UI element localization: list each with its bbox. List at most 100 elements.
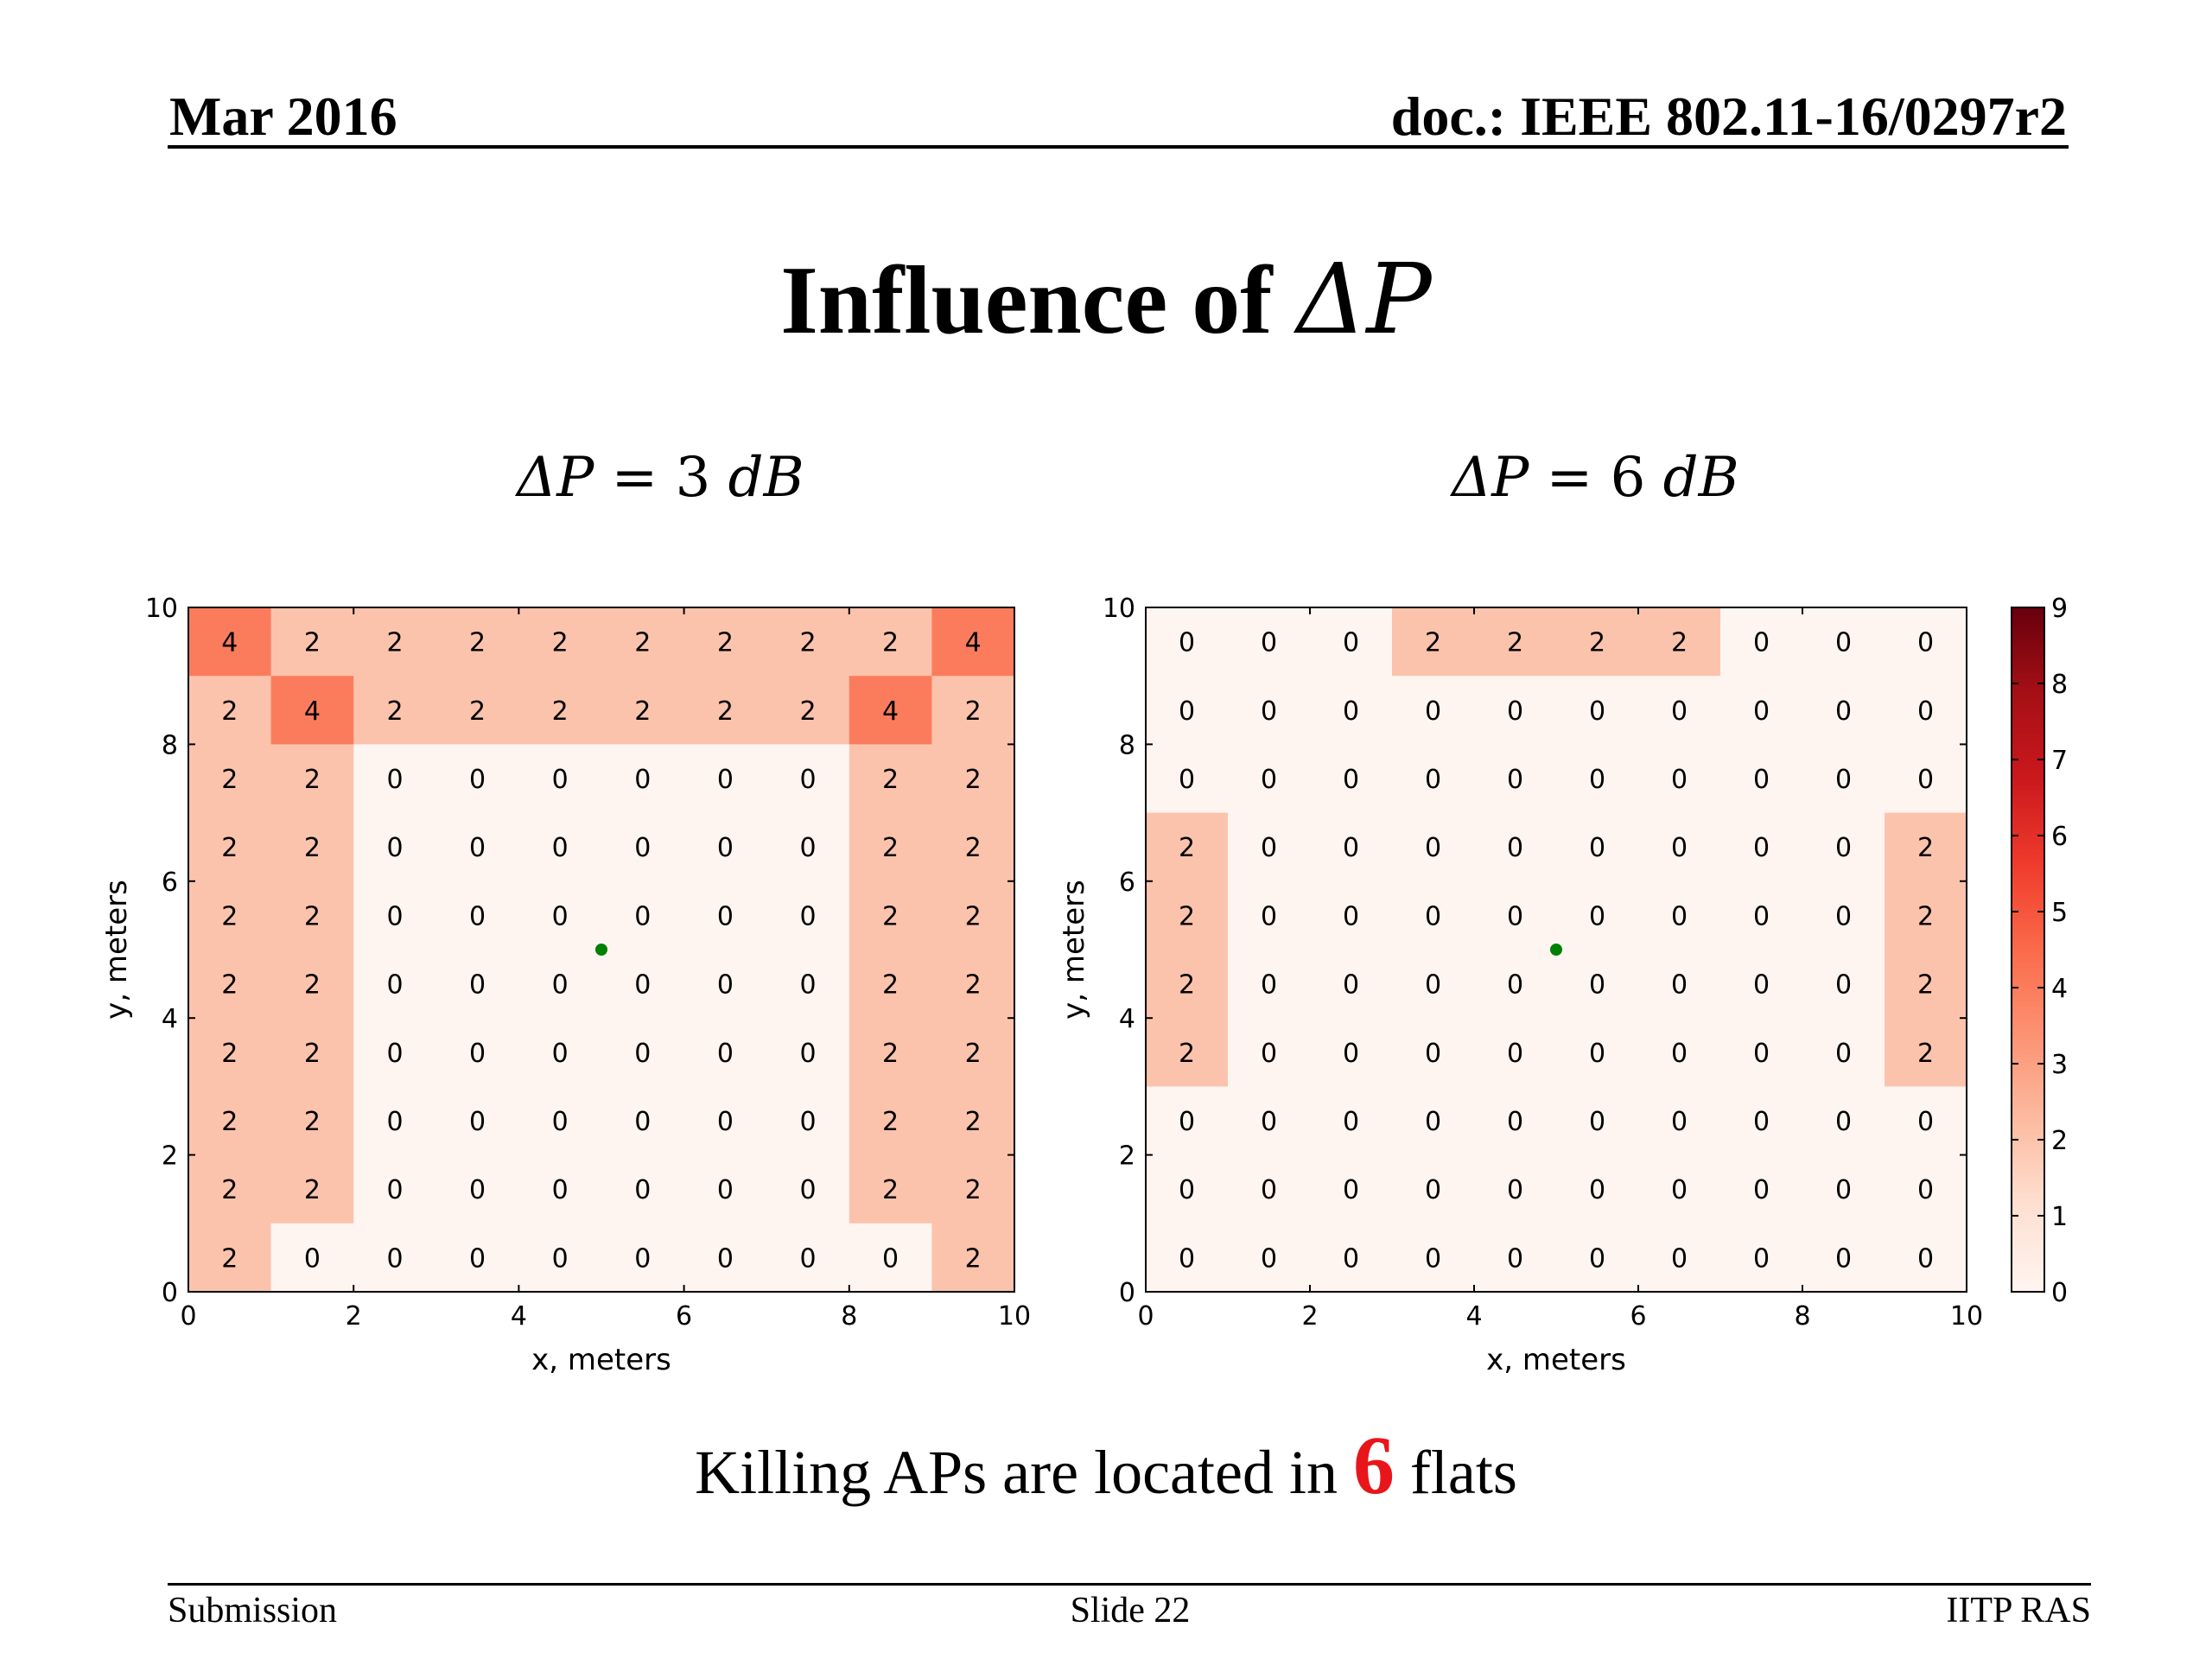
cell-value-label: 0 <box>1507 833 1523 863</box>
cell-value-label: 2 <box>1179 1039 1195 1069</box>
cell-value-label: 0 <box>1261 1107 1277 1137</box>
cell-value-label: 0 <box>1425 1039 1441 1069</box>
cell-value-label: 0 <box>1507 696 1523 727</box>
heatmap-cell <box>683 607 767 677</box>
cell-value-label: 2 <box>469 628 486 658</box>
cell-value-label: 0 <box>1179 1243 1195 1274</box>
cell-value-label: 0 <box>386 1107 403 1137</box>
heatmap-cell <box>1474 744 1557 814</box>
cell-value-label: 0 <box>799 1175 816 1205</box>
heatmap-cell <box>683 1018 767 1087</box>
heatmap-cell <box>435 1154 519 1224</box>
ap-marker <box>1550 944 1562 956</box>
heatmap-cell <box>188 1086 272 1156</box>
colorbar-tick-label: 7 <box>2051 746 2068 776</box>
heatmap-cell <box>270 744 354 814</box>
heatmap-cell <box>1556 744 1639 814</box>
x-tick-label: 2 <box>1301 1301 1318 1332</box>
heatmap-cell <box>1802 812 1885 882</box>
cell-value-label: 0 <box>717 1039 734 1069</box>
cell-value-label: 0 <box>1671 833 1688 863</box>
heatmap-cell <box>683 880 767 950</box>
cell-value-label: 0 <box>1671 1039 1688 1069</box>
heatmap-cell <box>270 1154 354 1224</box>
heatmap-cell <box>188 950 272 1019</box>
cell-value-label: 0 <box>1671 765 1688 795</box>
heatmap-cell <box>188 1154 272 1224</box>
cell-value-label: 2 <box>304 901 321 931</box>
cell-value-label: 2 <box>1917 901 1934 931</box>
heatmap-cell <box>849 1154 932 1224</box>
y-tick-label: 6 <box>1119 868 1135 898</box>
heatmap-cell <box>270 607 354 677</box>
heatmap-cell <box>435 676 519 745</box>
y-tick-label: 2 <box>162 1141 178 1172</box>
cell-value-label: 2 <box>1179 833 1195 863</box>
cell-value-label: 2 <box>221 901 238 931</box>
heatmap-cell <box>1146 880 1229 950</box>
heatmap-cell <box>1146 744 1229 814</box>
heatmap-cell <box>1474 1154 1557 1224</box>
cell-value-label: 0 <box>1261 1039 1277 1069</box>
heatmap-cell <box>353 950 437 1019</box>
cell-value-label: 0 <box>1425 1107 1441 1137</box>
cell-value-label: 0 <box>1507 1107 1523 1137</box>
x-tick-label: 4 <box>511 1301 527 1332</box>
subtitle-right-lhs: ΔP <box>1452 446 1529 510</box>
cell-value-label: 0 <box>717 970 734 1001</box>
colorbar-tick-label: 0 <box>2051 1278 2068 1308</box>
heatmap-cell <box>601 744 685 814</box>
cell-value-label: 0 <box>634 1243 651 1274</box>
cell-value-label: 0 <box>717 833 734 863</box>
cell-value-label: 0 <box>1671 1243 1688 1274</box>
cell-value-label: 0 <box>1589 901 1605 931</box>
footer-right: IITP RAS <box>1946 1591 2091 1630</box>
heatmap-cell <box>1474 676 1557 745</box>
cell-value-label: 0 <box>717 901 734 931</box>
cell-value-label: 2 <box>1179 901 1195 931</box>
heatmap-cell <box>1228 607 1311 677</box>
heatmap-cell <box>849 880 932 950</box>
heatmap-cell <box>1310 950 1393 1019</box>
cell-value-label: 4 <box>882 696 899 727</box>
heatmap-cell <box>849 950 932 1019</box>
heatmap-cell <box>601 880 685 950</box>
cell-value-label: 0 <box>1835 833 1852 863</box>
cell-value-label: 0 <box>1261 1175 1277 1205</box>
cell-value-label: 0 <box>386 833 403 863</box>
heatmap-cell <box>1474 950 1557 1019</box>
heatmap-cell <box>849 812 932 882</box>
heatmap-cell <box>1638 1018 1721 1087</box>
heatmap-cell <box>766 607 850 677</box>
heatmap-cell <box>1392 812 1475 882</box>
cell-value-label: 2 <box>304 833 321 863</box>
cell-value-label: 2 <box>221 696 238 727</box>
cell-value-label: 0 <box>1507 1175 1523 1205</box>
heatmap-cell <box>931 1086 1015 1156</box>
heatmap-cell <box>1802 880 1885 950</box>
header-doc-id: doc.: IEEE 802.11-16/0297r2 <box>1390 86 2067 147</box>
cell-value-label: 0 <box>1343 696 1359 727</box>
heatmap-cell <box>1638 812 1721 882</box>
caption-after: flats <box>1394 1438 1517 1507</box>
cell-value-label: 4 <box>965 628 982 658</box>
heatmap-cell <box>1556 1154 1639 1224</box>
heatmap-cell <box>1392 880 1475 950</box>
heatmap-cell <box>353 1018 437 1087</box>
heatmap-cell <box>849 1018 932 1087</box>
caption-before: Killing APs are located in <box>695 1438 1353 1507</box>
heatmap-cell <box>1310 1086 1393 1156</box>
y-axis-label: y, meters <box>1057 880 1091 1020</box>
cell-value-label: 0 <box>1917 1175 1934 1205</box>
heatmap-cell <box>931 744 1015 814</box>
heatmap-cell <box>353 880 437 950</box>
cell-value-label: 0 <box>1917 628 1934 658</box>
cell-value-label: 2 <box>882 1175 899 1205</box>
cell-value-label: 0 <box>1425 1175 1441 1205</box>
cell-value-label: 0 <box>1753 765 1770 795</box>
heatmap-cell <box>1474 607 1557 677</box>
cell-value-label: 2 <box>304 1175 321 1205</box>
colorbar-tick-label: 8 <box>2051 670 2068 700</box>
cell-value-label: 0 <box>717 1243 734 1274</box>
heatmap-cell <box>270 1018 354 1087</box>
